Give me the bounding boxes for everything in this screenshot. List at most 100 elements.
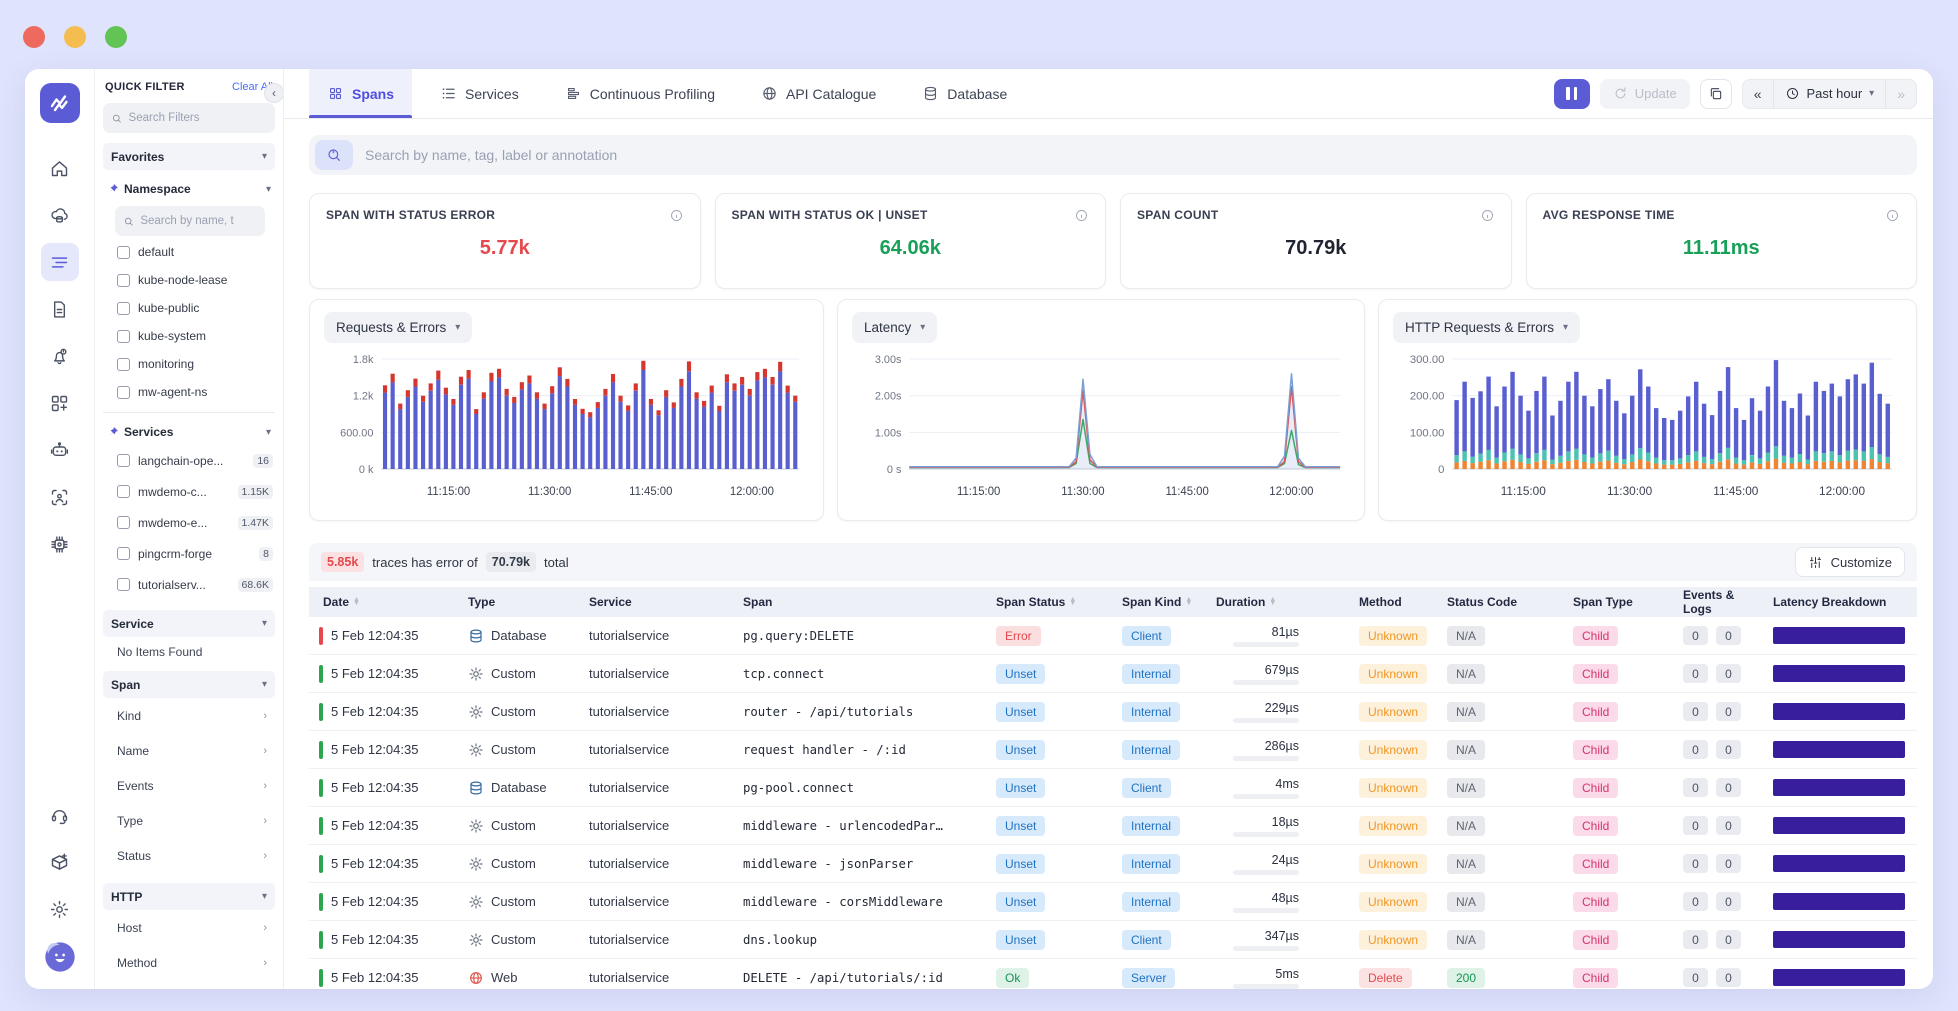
column-header-span-kind[interactable]: Span Kind▲▼	[1114, 595, 1208, 609]
rail-item-integrations[interactable]	[41, 843, 79, 881]
table-row[interactable]: 5 Feb 12:04:35 Custom tutorialservice re…	[309, 731, 1917, 769]
copy-button[interactable]	[1700, 79, 1732, 109]
checkbox[interactable]	[117, 547, 130, 560]
tab-services[interactable]: Services	[422, 69, 537, 118]
pause-button[interactable]	[1554, 79, 1590, 109]
checkbox[interactable]	[117, 386, 130, 399]
rail-item-services-cloud[interactable]	[41, 196, 79, 234]
chart-title: Requests & Errors	[336, 320, 446, 335]
table-row[interactable]: 5 Feb 12:04:35 Custom tutorialservice mi…	[309, 807, 1917, 845]
home-icon	[49, 158, 70, 179]
minimize-window-button[interactable]	[64, 26, 86, 48]
table-row[interactable]: 5 Feb 12:04:35 Custom tutorialservice dn…	[309, 921, 1917, 959]
span-status-badge: Ok	[996, 968, 1029, 988]
user-avatar[interactable]	[44, 941, 76, 973]
filter-group-namespace[interactable]: Namespace▾	[103, 176, 275, 202]
group-search-input[interactable]	[140, 215, 257, 227]
stat-title: SPAN WITH STATUS ERROR	[326, 208, 495, 222]
filter-subitem-name[interactable]: Name›	[103, 733, 275, 768]
update-button[interactable]: Update	[1600, 79, 1690, 109]
filter-checkbox-item[interactable]: kube-node-lease	[103, 266, 275, 294]
table-row[interactable]: 5 Feb 12:04:35 Database tutorialservice …	[309, 617, 1917, 655]
span-search-bar[interactable]	[309, 135, 1917, 175]
maximize-window-button[interactable]	[105, 26, 127, 48]
filter-search[interactable]	[103, 103, 275, 133]
sort-icon[interactable]: ▲▼	[1069, 598, 1076, 607]
tab-continuous-profiling[interactable]: Continuous Profiling	[547, 69, 733, 118]
collapse-filter-button[interactable]: ‹	[264, 83, 284, 103]
filter-checkbox-item[interactable]: default	[103, 238, 275, 266]
checkbox[interactable]	[117, 358, 130, 371]
table-row[interactable]: 5 Feb 12:04:35 Custom tutorialservice mi…	[309, 845, 1917, 883]
filter-checkbox-item[interactable]: langchain-ope... 16	[103, 445, 275, 476]
filter-checkbox-item[interactable]: monitoring	[103, 350, 275, 378]
customize-button[interactable]: Customize	[1795, 547, 1905, 577]
tab-api-catalogue[interactable]: API Catalogue	[743, 69, 894, 118]
filter-subitem-type[interactable]: Type›	[103, 803, 275, 838]
checkbox[interactable]	[117, 274, 130, 287]
time-back-button[interactable]: «	[1743, 80, 1773, 108]
filter-checkbox-item[interactable]: mw-agent-ns	[103, 378, 275, 406]
column-header-duration[interactable]: Duration▲▼	[1208, 595, 1351, 609]
count-badge: 68.6K	[238, 578, 273, 592]
column-header-date[interactable]: Date▲▼	[309, 595, 460, 609]
chart-metric-dropdown[interactable]: Latency▾	[852, 312, 937, 343]
app-logo[interactable]	[40, 83, 80, 123]
time-forward-button[interactable]: »	[1885, 80, 1916, 108]
rail-item-alerts[interactable]	[41, 337, 79, 375]
rail-item-settings[interactable]	[41, 890, 79, 928]
filter-checkbox-item[interactable]: pingcrm-forge 8	[103, 538, 275, 569]
section-favorites[interactable]: Favorites▾	[103, 143, 275, 170]
filter-subitem-method[interactable]: Method›	[103, 945, 275, 980]
time-range-selector[interactable]: Past hour ▾	[1773, 80, 1886, 108]
rail-item-bot[interactable]	[41, 431, 79, 469]
filter-checkbox-item[interactable]: mwdemo-c... 1.15K	[103, 476, 275, 507]
checkbox[interactable]	[117, 516, 130, 529]
sort-icon[interactable]: ▲▼	[1185, 598, 1192, 607]
rail-item-logs[interactable]	[41, 290, 79, 328]
chevron-right-icon: ›	[263, 850, 267, 862]
rail-item-dashboards[interactable]	[41, 384, 79, 422]
checkbox[interactable]	[117, 330, 130, 343]
filter-checkbox-item[interactable]: tutorialserv... 68.6K	[103, 569, 275, 600]
checkbox[interactable]	[117, 302, 130, 315]
rail-item-support[interactable]	[41, 796, 79, 834]
table-row[interactable]: 5 Feb 12:04:35 Web tutorialservice DELET…	[309, 959, 1917, 989]
table-row[interactable]: 5 Feb 12:04:35 Custom tutorialservice mi…	[309, 883, 1917, 921]
chart-metric-dropdown[interactable]: Requests & Errors▾	[324, 312, 472, 343]
filter-subitem-status[interactable]: Status›	[103, 838, 275, 873]
tab-database[interactable]: Database	[904, 69, 1025, 118]
chart-metric-dropdown[interactable]: HTTP Requests & Errors▾	[1393, 312, 1580, 343]
column-header-span-status[interactable]: Span Status▲▼	[988, 595, 1114, 609]
table-row[interactable]: 5 Feb 12:04:35 Custom tutorialservice tc…	[309, 655, 1917, 693]
rail-item-infrastructure[interactable]	[41, 525, 79, 563]
filter-subitem-events[interactable]: Events›	[103, 768, 275, 803]
checkbox[interactable]	[117, 246, 130, 259]
rail-item-home[interactable]	[41, 149, 79, 187]
table-row[interactable]: 5 Feb 12:04:35 Database tutorialservice …	[309, 769, 1917, 807]
checkbox[interactable]	[117, 485, 130, 498]
section-http[interactable]: HTTP▾	[103, 883, 275, 910]
event-count-chip: 0	[1683, 626, 1708, 645]
close-window-button[interactable]	[23, 26, 45, 48]
rail-item-traces[interactable]	[41, 243, 79, 281]
group-search[interactable]	[115, 206, 265, 236]
count-badge: 16	[253, 454, 273, 468]
section-span[interactable]: Span▾	[103, 671, 275, 698]
table-row[interactable]: 5 Feb 12:04:35 Custom tutorialservice ro…	[309, 693, 1917, 731]
span-search-input[interactable]	[365, 147, 1911, 163]
filter-subitem-host[interactable]: Host›	[103, 910, 275, 945]
checkbox[interactable]	[117, 454, 130, 467]
filter-search-input[interactable]	[129, 112, 267, 124]
tab-spans[interactable]: Spans	[309, 69, 412, 118]
sort-icon[interactable]: ▲▼	[353, 598, 360, 607]
section-service[interactable]: Service▾	[103, 610, 275, 637]
filter-group-services[interactable]: Services▾	[103, 419, 275, 445]
filter-checkbox-item[interactable]: kube-system	[103, 322, 275, 350]
checkbox[interactable]	[117, 578, 130, 591]
filter-checkbox-item[interactable]: kube-public	[103, 294, 275, 322]
filter-checkbox-item[interactable]: mwdemo-e... 1.47K	[103, 507, 275, 538]
rail-item-session-replay[interactable]	[41, 478, 79, 516]
sort-icon[interactable]: ▲▼	[1269, 598, 1276, 607]
filter-subitem-kind[interactable]: Kind›	[103, 698, 275, 733]
